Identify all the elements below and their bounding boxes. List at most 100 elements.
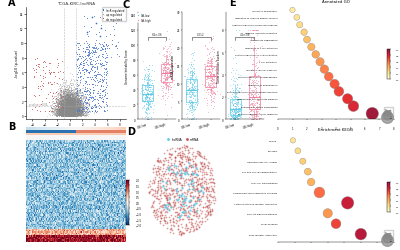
Point	[68, 106, 75, 110]
Point	[75, 111, 81, 115]
Point	[61, 106, 67, 110]
Point	[144, 90, 150, 94]
Point	[188, 96, 194, 100]
Point	[60, 113, 66, 117]
Point	[67, 106, 73, 110]
Point	[73, 99, 79, 103]
Point	[59, 94, 65, 98]
Point	[65, 110, 72, 114]
Point	[210, 84, 216, 88]
Point	[146, 182, 152, 186]
Point	[196, 197, 203, 201]
Point	[76, 104, 82, 108]
Point	[67, 108, 73, 112]
Point	[185, 148, 192, 152]
Point	[204, 217, 210, 221]
Point	[61, 104, 68, 108]
Point	[70, 108, 76, 112]
Point	[63, 84, 70, 88]
Point	[68, 112, 74, 116]
Point	[70, 102, 76, 106]
Point	[77, 112, 84, 116]
Point	[61, 106, 68, 110]
Point	[61, 109, 68, 113]
Point	[71, 114, 77, 117]
Point	[70, 106, 76, 110]
Point	[62, 110, 68, 114]
Point	[64, 112, 71, 116]
Point	[75, 111, 81, 115]
Point	[64, 106, 71, 110]
Point	[80, 103, 86, 107]
Point	[64, 108, 71, 112]
Point	[254, 100, 260, 104]
Point	[70, 98, 76, 102]
Point	[66, 99, 73, 103]
Point	[66, 113, 73, 117]
Point	[86, 102, 92, 106]
Point	[198, 162, 204, 166]
Point	[65, 108, 72, 112]
Point	[144, 74, 150, 78]
Point	[68, 111, 75, 115]
Point	[69, 100, 76, 104]
Point	[230, 68, 236, 72]
Point	[65, 113, 72, 117]
Point	[58, 106, 64, 110]
Point	[77, 97, 83, 101]
Point	[101, 72, 107, 76]
Point	[58, 111, 64, 115]
Point	[234, 97, 241, 101]
Point	[70, 113, 76, 117]
Point	[88, 51, 94, 55]
Point	[69, 106, 76, 110]
Point	[61, 108, 68, 112]
Point	[73, 105, 79, 109]
Point	[67, 110, 74, 114]
Point	[92, 110, 98, 114]
Point	[71, 106, 77, 110]
Point	[67, 109, 74, 113]
Point	[72, 101, 78, 105]
Point	[64, 108, 70, 112]
Point	[81, 106, 88, 110]
Point	[97, 73, 103, 77]
Point	[76, 103, 82, 107]
Point	[234, 101, 241, 105]
Point	[149, 166, 156, 170]
Point	[66, 90, 73, 94]
Point	[63, 96, 69, 100]
Point	[60, 103, 66, 107]
Point	[166, 45, 172, 49]
Point	[62, 100, 68, 104]
Point	[65, 96, 72, 100]
Point	[67, 110, 73, 114]
Point	[70, 111, 76, 115]
Point	[70, 107, 77, 111]
Point	[79, 102, 86, 106]
Point	[68, 113, 75, 117]
Point	[164, 81, 170, 85]
Point	[66, 110, 72, 114]
Point	[86, 94, 93, 98]
Point	[144, 108, 151, 112]
Point	[65, 93, 72, 97]
Point	[193, 104, 200, 108]
Point	[69, 113, 76, 117]
Point	[81, 94, 88, 98]
Point	[70, 114, 77, 118]
Point	[58, 109, 64, 113]
Point	[229, 115, 235, 119]
Point	[60, 107, 67, 111]
Point	[54, 104, 60, 108]
Point	[67, 110, 74, 114]
Point	[64, 109, 70, 113]
Point	[180, 197, 187, 201]
Point	[69, 105, 75, 109]
Point	[59, 114, 66, 118]
Point	[65, 107, 71, 111]
Point	[59, 114, 66, 118]
Point	[73, 106, 79, 110]
Point	[71, 100, 78, 104]
Point	[70, 110, 76, 114]
